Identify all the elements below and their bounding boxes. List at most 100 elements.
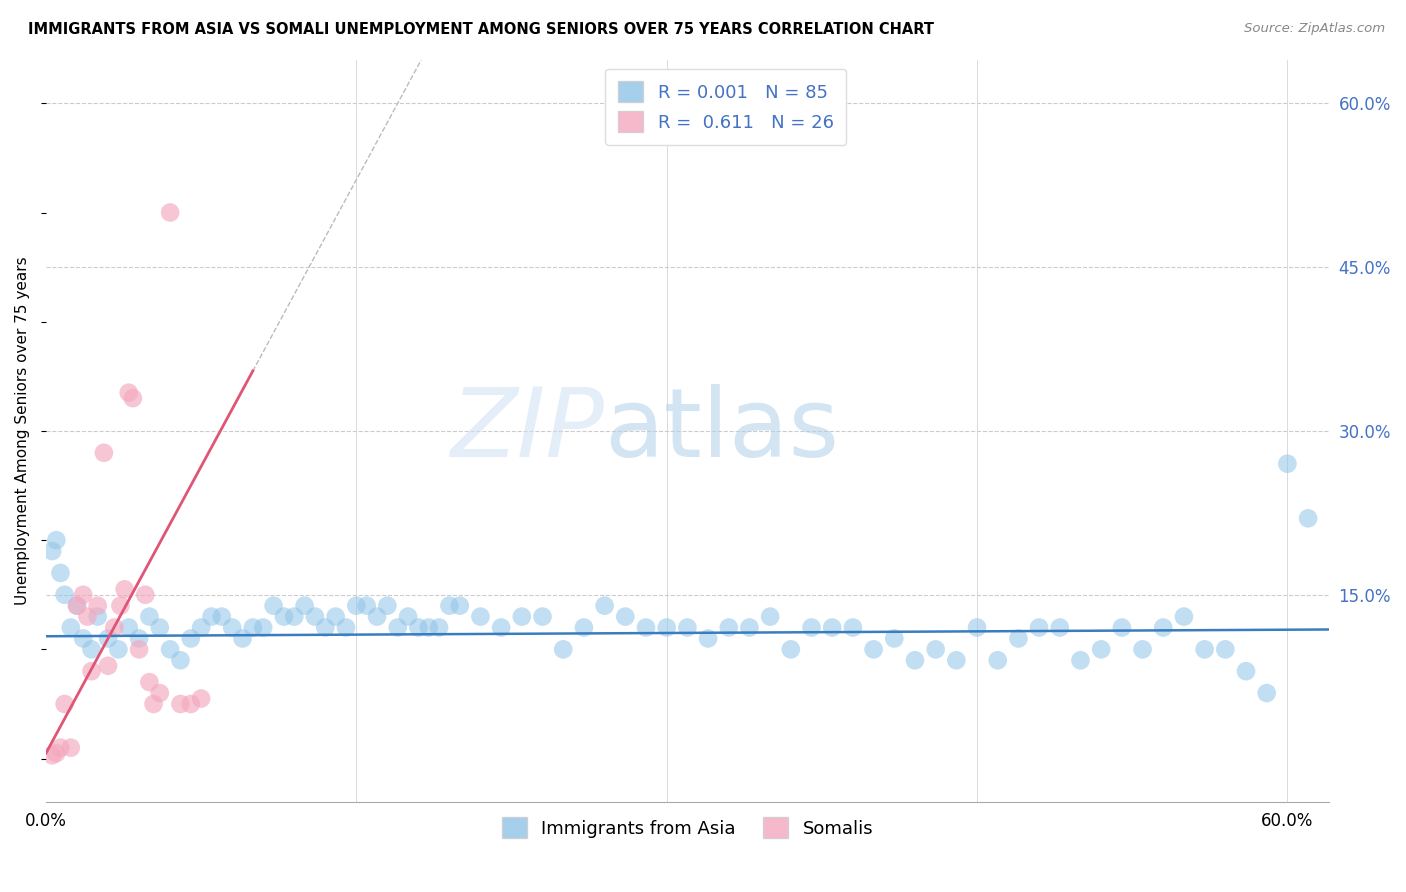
Point xyxy=(1213,642,1236,657)
Point xyxy=(717,621,740,635)
Text: IMMIGRANTS FROM ASIA VS SOMALI UNEMPLOYMENT AMONG SENIORS OVER 75 YEARS CORRELAT: IMMIGRANTS FROM ASIA VS SOMALI UNEMPLOYM… xyxy=(28,22,934,37)
Point xyxy=(128,632,150,646)
Point xyxy=(396,609,419,624)
Point xyxy=(418,621,440,635)
Text: Source: ZipAtlas.com: Source: ZipAtlas.com xyxy=(1244,22,1385,36)
Legend: Immigrants from Asia, Somalis: Immigrants from Asia, Somalis xyxy=(495,810,880,846)
Point xyxy=(966,621,988,635)
Point xyxy=(41,544,63,558)
Point xyxy=(86,599,108,613)
Point xyxy=(159,205,181,219)
Point xyxy=(1049,621,1071,635)
Point xyxy=(614,609,637,624)
Point xyxy=(190,621,212,635)
Point xyxy=(103,621,125,635)
Point xyxy=(335,621,357,635)
Point xyxy=(344,599,367,613)
Point xyxy=(53,697,76,711)
Point xyxy=(72,588,94,602)
Point xyxy=(114,582,136,597)
Point xyxy=(59,621,82,635)
Point xyxy=(593,599,616,613)
Point xyxy=(1234,664,1257,678)
Point xyxy=(263,599,285,613)
Point xyxy=(149,686,172,700)
Point xyxy=(134,588,156,602)
Point xyxy=(356,599,378,613)
Point xyxy=(76,609,98,624)
Point xyxy=(366,609,388,624)
Point xyxy=(118,385,141,400)
Point xyxy=(252,621,274,635)
Point xyxy=(531,609,554,624)
Point xyxy=(821,621,844,635)
Point xyxy=(86,609,108,624)
Point xyxy=(283,609,305,624)
Point xyxy=(738,621,761,635)
Point xyxy=(759,609,782,624)
Point xyxy=(93,446,115,460)
Point xyxy=(159,642,181,657)
Point xyxy=(1173,609,1195,624)
Point xyxy=(97,658,120,673)
Y-axis label: Unemployment Among Seniors over 75 years: Unemployment Among Seniors over 75 years xyxy=(15,257,30,606)
Point xyxy=(862,642,884,657)
Point xyxy=(924,642,946,657)
Point xyxy=(1152,621,1174,635)
Point xyxy=(221,621,243,635)
Point xyxy=(211,609,233,624)
Point xyxy=(572,621,595,635)
Point xyxy=(1028,621,1050,635)
Point xyxy=(110,599,132,613)
Point xyxy=(169,653,191,667)
Point xyxy=(1277,457,1299,471)
Point xyxy=(180,697,202,711)
Point xyxy=(1007,632,1029,646)
Point xyxy=(180,632,202,646)
Point xyxy=(72,632,94,646)
Point xyxy=(634,621,657,635)
Point xyxy=(779,642,801,657)
Point xyxy=(387,621,409,635)
Point xyxy=(49,740,72,755)
Point xyxy=(169,697,191,711)
Point xyxy=(987,653,1010,667)
Text: atlas: atlas xyxy=(605,384,839,477)
Point xyxy=(470,609,492,624)
Point xyxy=(427,621,450,635)
Point xyxy=(138,675,160,690)
Point xyxy=(97,632,120,646)
Point xyxy=(408,621,430,635)
Point xyxy=(273,609,295,624)
Point xyxy=(53,588,76,602)
Point xyxy=(553,642,575,657)
Point xyxy=(800,621,823,635)
Point xyxy=(1090,642,1112,657)
Point xyxy=(439,599,461,613)
Point xyxy=(655,621,678,635)
Point xyxy=(59,740,82,755)
Point xyxy=(904,653,927,667)
Point xyxy=(1194,642,1216,657)
Point xyxy=(149,621,172,635)
Point xyxy=(242,621,264,635)
Point xyxy=(294,599,316,613)
Point xyxy=(304,609,326,624)
Point xyxy=(676,621,699,635)
Point xyxy=(449,599,471,613)
Text: ZIP: ZIP xyxy=(450,384,605,477)
Point xyxy=(1132,642,1154,657)
Point xyxy=(45,746,67,760)
Point xyxy=(377,599,399,613)
Point xyxy=(883,632,905,646)
Point xyxy=(510,609,533,624)
Point xyxy=(1111,621,1133,635)
Point xyxy=(138,609,160,624)
Point xyxy=(128,642,150,657)
Point xyxy=(45,533,67,548)
Point xyxy=(1296,511,1319,525)
Point xyxy=(1069,653,1091,667)
Point xyxy=(142,697,165,711)
Point xyxy=(231,632,253,646)
Point xyxy=(118,621,141,635)
